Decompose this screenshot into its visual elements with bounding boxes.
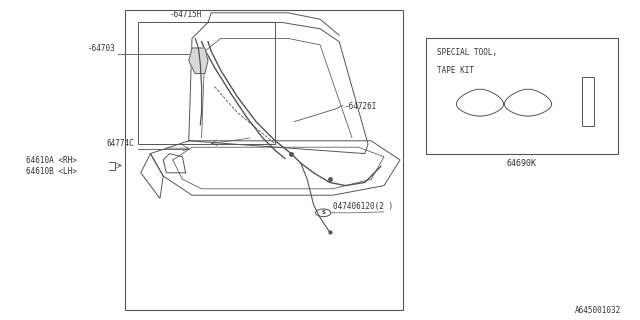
Text: TAPE KIT: TAPE KIT <box>437 66 474 75</box>
Bar <box>138 22 275 144</box>
Text: 64774C: 64774C <box>107 139 134 148</box>
Text: 64610B <LH>: 64610B <LH> <box>26 167 76 176</box>
Text: 64610A <RH>: 64610A <RH> <box>26 156 76 164</box>
Text: -64726I: -64726I <box>344 102 377 111</box>
Text: -64703: -64703 <box>88 44 115 53</box>
Text: 047406120(2 ): 047406120(2 ) <box>333 202 393 211</box>
Text: SPECIAL TOOL,: SPECIAL TOOL, <box>437 48 497 57</box>
Text: S: S <box>321 210 325 215</box>
Text: 64690K: 64690K <box>507 159 536 168</box>
Text: -64715H: -64715H <box>170 10 202 19</box>
Polygon shape <box>189 48 208 74</box>
Bar <box>125 10 403 310</box>
Bar <box>582 77 594 126</box>
Bar <box>426 38 618 154</box>
Text: A645001032: A645001032 <box>575 306 621 315</box>
